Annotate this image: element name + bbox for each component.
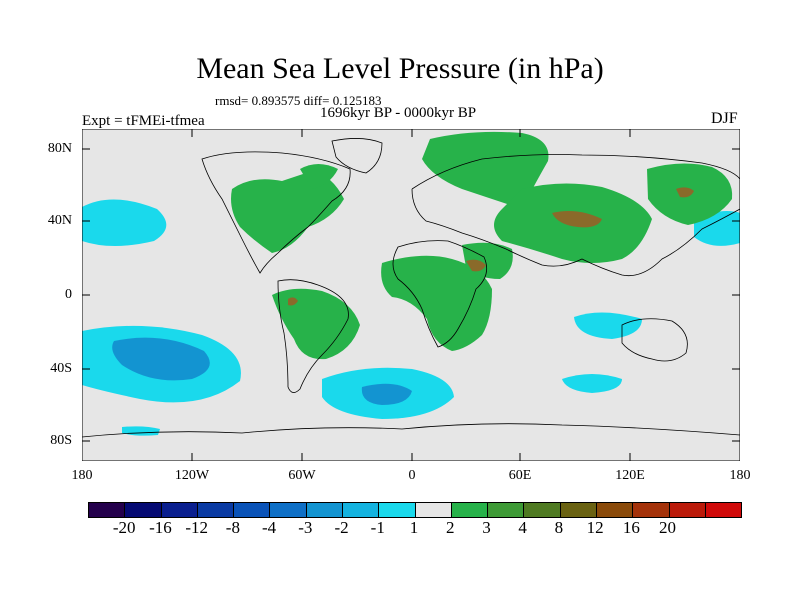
- north-america-coast: [201, 151, 351, 274]
- north-america-high: [231, 171, 344, 253]
- south-indian-low: [562, 374, 622, 393]
- lon-label-0: 0: [408, 468, 416, 483]
- coastlines: [82, 138, 740, 438]
- far-east-max: [676, 187, 694, 198]
- colorbar-label: 4: [518, 518, 527, 537]
- colorbar-cell: [415, 503, 452, 517]
- colorbar-label: 16: [622, 518, 640, 537]
- south-pacific-core: [112, 337, 210, 381]
- colorbar-label: -4: [262, 518, 277, 537]
- colorbar-cell: [451, 503, 489, 517]
- tick-marks: [82, 129, 740, 461]
- lon-label-120e: 120E: [615, 468, 645, 483]
- colorbar-label: 3: [482, 518, 491, 537]
- indian-ocean-low: [574, 312, 642, 339]
- south-america-max: [288, 297, 298, 306]
- colorbar-cell: [705, 503, 742, 517]
- africa-high: [381, 255, 492, 351]
- south-atlantic-core: [361, 383, 412, 405]
- lon-label-180w: 180: [71, 468, 93, 483]
- arctic-high: [422, 131, 549, 209]
- colorbar-label: 20: [659, 518, 677, 537]
- colorbar-cell: [488, 503, 525, 517]
- colorbar-label: 12: [586, 518, 604, 537]
- colorbar-labels: -20 -16 -12 -8 -4 -3 -2 -1 1 2 3 4 8 12 16 20: [88, 518, 740, 542]
- lat-label-80n: 80N: [47, 141, 72, 156]
- colorbar-cell: [270, 503, 307, 517]
- colorbar-cell: [306, 503, 343, 517]
- colorbar-label: -16: [149, 518, 172, 537]
- experiment-label: Expt = tFMEi-tfmea: [82, 113, 205, 129]
- north-pacific-low: [82, 199, 167, 246]
- arabia-max: [466, 259, 486, 272]
- south-america-coast: [277, 279, 349, 393]
- colorbar-cell: [234, 503, 271, 517]
- canada-high: [300, 164, 338, 189]
- lat-label-40n: 40N: [47, 213, 72, 228]
- colorbar-label: -20: [112, 518, 136, 537]
- lon-label-60e: 60E: [508, 468, 532, 483]
- colorbar-cell: [596, 503, 634, 517]
- negative-anomaly-shading: [82, 199, 740, 436]
- colorbar-label: 2: [445, 518, 455, 537]
- eurasia-coast: [411, 154, 740, 277]
- colorbar-cell: [342, 503, 380, 517]
- colorbar-label: -1: [370, 518, 385, 537]
- period-label: 1696kyr BP - 0000kyr BP: [320, 105, 477, 121]
- africa-coast: [392, 240, 488, 348]
- south-america-high: [272, 288, 360, 360]
- lon-label-120w: 120W: [174, 468, 210, 483]
- lat-label-0: 0: [65, 287, 72, 302]
- colorbar-label: -2: [334, 518, 349, 537]
- colorbar-label: -8: [225, 518, 240, 537]
- colorbar-cell: [524, 503, 561, 517]
- greenland-coast: [331, 138, 383, 174]
- lat-label-80s: 80S: [50, 433, 72, 448]
- colorbar-label: 1: [409, 518, 419, 537]
- lat-label-40s: 40S: [50, 361, 72, 376]
- colorbar-label: -3: [298, 518, 313, 537]
- colorbar: [88, 502, 742, 518]
- lon-label-180e: 180: [729, 468, 751, 483]
- colorbar-cell: [161, 503, 198, 517]
- colorbar-cell: [197, 503, 235, 517]
- map-plot: [82, 129, 740, 461]
- stats-label: rmsd= 0.893575 diff= 0.125183: [215, 93, 382, 108]
- colorbar-cell: [633, 503, 670, 517]
- lon-label-60w: 60W: [288, 468, 316, 483]
- colorbar-cell: [669, 503, 706, 517]
- colorbar-label: -12: [185, 518, 208, 537]
- season-label: DJF: [711, 110, 738, 127]
- colorbar-cell: [89, 503, 126, 517]
- plot-title: Mean Sea Level Pressure (in hPa): [196, 52, 604, 85]
- colorbar-cell: [125, 503, 162, 517]
- australia-coast: [621, 318, 688, 362]
- central-asia-max: [552, 211, 602, 228]
- colorbar-cell: [379, 503, 416, 517]
- antarctica-coast: [82, 423, 740, 438]
- colorbar-label: 8: [554, 518, 564, 537]
- positive-anomaly-shading: [231, 131, 733, 360]
- colorbar-cell: [560, 503, 597, 517]
